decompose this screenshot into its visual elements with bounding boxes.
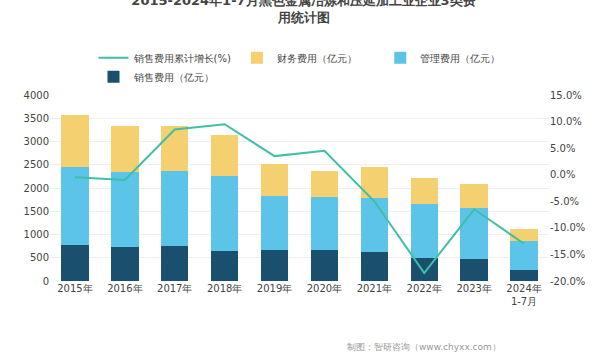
svg-text:-15.0%: -15.0%	[550, 249, 585, 260]
svg-text:3500: 3500	[24, 113, 49, 124]
svg-text:销售费用累计增长(%): 销售费用累计增长(%)	[133, 53, 231, 64]
svg-text:2000: 2000	[24, 183, 49, 194]
svg-text:0: 0	[43, 276, 49, 287]
svg-text:500: 500	[30, 252, 49, 263]
svg-text:5.0%: 5.0%	[550, 143, 575, 154]
svg-text:2019年: 2019年	[257, 283, 292, 294]
svg-text:制图：智研咨询（www.chyxx.com）: 制图：智研咨询（www.chyxx.com）	[347, 342, 501, 352]
svg-text:0.0%: 0.0%	[550, 169, 575, 180]
svg-text:2015-2024年1-7月黑色金属冶炼和压延加工业企业3类: 2015-2024年1-7月黑色金属冶炼和压延加工业企业3类费用统计图	[131, 0, 475, 25]
svg-text:2018年: 2018年	[207, 283, 242, 294]
svg-text:管理费用（亿元）: 管理费用（亿元）	[420, 53, 500, 64]
svg-text:2021年: 2021年	[357, 283, 392, 294]
svg-text:4000: 4000	[24, 90, 49, 101]
svg-text:2024年1-7月: 2024年1-7月	[506, 283, 541, 307]
svg-text:1500: 1500	[24, 206, 49, 217]
svg-text:2020年: 2020年	[307, 283, 342, 294]
svg-text:2016年: 2016年	[107, 283, 142, 294]
svg-text:2017年: 2017年	[157, 283, 192, 294]
svg-text:销售费用（亿元）: 销售费用（亿元）	[133, 72, 214, 83]
svg-text:15.0%: 15.0%	[550, 90, 582, 101]
svg-text:-5.0%: -5.0%	[550, 196, 579, 207]
svg-text:财务费用（亿元）: 财务费用（亿元）	[277, 53, 357, 64]
svg-text:3000: 3000	[24, 136, 49, 147]
svg-text:2500: 2500	[24, 159, 49, 170]
svg-text:-10.0%: -10.0%	[550, 222, 585, 233]
svg-text:2023年: 2023年	[456, 283, 491, 294]
svg-text:1000: 1000	[24, 229, 49, 240]
svg-text:2022年: 2022年	[407, 283, 442, 294]
svg-text:-20.0%: -20.0%	[550, 276, 585, 287]
svg-text:2015年: 2015年	[57, 283, 92, 294]
svg-text:10.0%: 10.0%	[550, 116, 582, 127]
